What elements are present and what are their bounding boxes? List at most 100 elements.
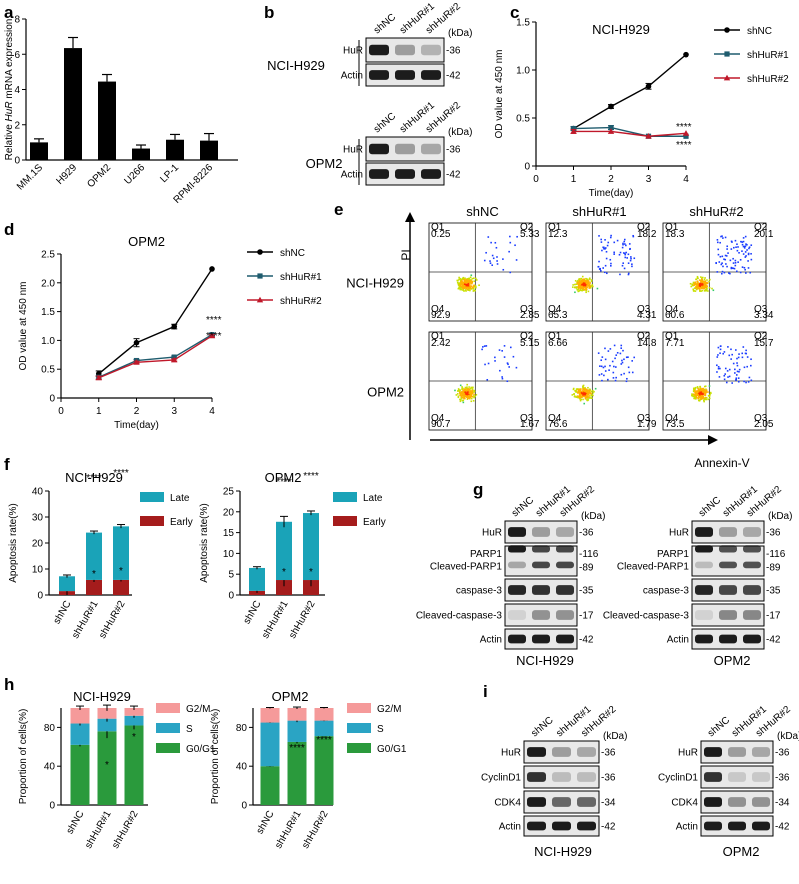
quadrant-tag: Q4 bbox=[665, 413, 679, 424]
event-dot bbox=[460, 396, 462, 398]
event-dot bbox=[574, 396, 577, 398]
protein-label: PARP1 bbox=[657, 549, 689, 560]
event-dot bbox=[461, 282, 463, 285]
event-dot bbox=[458, 278, 460, 281]
event-dot bbox=[729, 259, 732, 262]
event-dot bbox=[735, 377, 738, 380]
event-dot bbox=[589, 391, 591, 394]
bar bbox=[132, 148, 150, 160]
annexin-arrowhead bbox=[708, 435, 718, 445]
panel-label-d: d bbox=[4, 220, 14, 239]
event-dot bbox=[466, 278, 468, 280]
event-dot bbox=[457, 396, 460, 399]
event-dot bbox=[699, 290, 701, 292]
event-dot bbox=[747, 267, 750, 269]
lane-label: shNC bbox=[510, 495, 536, 520]
event-dot bbox=[470, 395, 473, 398]
event-dot bbox=[700, 395, 702, 397]
event-dot bbox=[599, 365, 601, 367]
series-line bbox=[98, 334, 213, 378]
event-dot bbox=[486, 378, 489, 381]
chart-title: OPM2 bbox=[265, 470, 302, 485]
lane-label: shNC bbox=[372, 12, 398, 37]
event-dot bbox=[695, 398, 697, 400]
blot-band bbox=[532, 545, 550, 553]
event-dot bbox=[585, 396, 588, 399]
y-tick-label: 5 bbox=[228, 570, 234, 581]
event-dot bbox=[468, 394, 470, 397]
event-dot bbox=[735, 374, 738, 376]
event-dot bbox=[699, 393, 701, 396]
blot-band bbox=[508, 527, 526, 537]
category-label: shNC bbox=[242, 599, 264, 626]
blot-band bbox=[752, 747, 770, 757]
event-dot bbox=[732, 257, 734, 260]
event-dot bbox=[466, 395, 469, 398]
legend-label: S bbox=[186, 724, 193, 735]
y-tick-label: 0.5 bbox=[516, 114, 530, 125]
event-dot bbox=[577, 288, 580, 290]
quadrant-tag: Q1 bbox=[548, 222, 562, 233]
event-dot bbox=[698, 395, 700, 397]
event-dot bbox=[693, 393, 695, 396]
quadrant-value: 2.05 bbox=[754, 419, 774, 430]
stacked-segment bbox=[59, 576, 75, 592]
event-dot bbox=[489, 262, 492, 264]
event-dot bbox=[700, 278, 703, 281]
blot-band bbox=[695, 545, 713, 553]
event-dot bbox=[627, 272, 630, 275]
event-dot bbox=[472, 286, 475, 288]
event-dot bbox=[471, 277, 474, 280]
event-dot bbox=[467, 289, 470, 291]
event-dot bbox=[612, 377, 615, 379]
event-dot bbox=[741, 243, 744, 246]
event-dot bbox=[581, 279, 584, 282]
event-dot bbox=[472, 386, 474, 389]
event-dot bbox=[702, 280, 704, 283]
lane-label: shNC bbox=[529, 715, 555, 740]
legend-label: shHuR#2 bbox=[747, 74, 789, 85]
event-dot bbox=[694, 283, 696, 286]
kda-marker: -34 bbox=[775, 798, 790, 809]
series-line bbox=[98, 335, 213, 379]
cell-line-label: NCI-H929 bbox=[534, 844, 592, 859]
legend-swatch bbox=[140, 516, 164, 526]
event-dot bbox=[588, 280, 590, 283]
significance-mark: * bbox=[132, 732, 136, 743]
event-dot bbox=[705, 286, 708, 289]
event-dot bbox=[721, 235, 723, 237]
quadrant-tag: Q4 bbox=[548, 304, 562, 315]
event-dot bbox=[467, 391, 469, 394]
blot-band bbox=[556, 610, 574, 620]
blot-strip bbox=[523, 765, 600, 789]
x-tick-label: 0 bbox=[58, 406, 64, 417]
y-axis-label: Proportion of cells(%) bbox=[210, 709, 221, 805]
event-dot bbox=[610, 265, 612, 267]
event-dot bbox=[703, 388, 706, 391]
event-dot bbox=[701, 289, 704, 292]
event-dot bbox=[693, 290, 695, 292]
event-dot bbox=[737, 261, 739, 263]
event-dot bbox=[601, 249, 603, 252]
event-dot bbox=[700, 391, 703, 393]
event-dot bbox=[608, 369, 610, 371]
event-dot bbox=[473, 286, 476, 288]
event-dot bbox=[600, 365, 603, 368]
event-dot bbox=[745, 349, 747, 352]
event-dot bbox=[475, 279, 478, 281]
protein-label: Cleaved-PARP1 bbox=[617, 561, 690, 572]
blot-band bbox=[395, 44, 415, 56]
blot-strip bbox=[700, 740, 774, 764]
event-dot bbox=[736, 370, 739, 373]
event-dot bbox=[707, 290, 709, 292]
event-dot bbox=[623, 240, 626, 243]
cell-line-label: NCI-H929 bbox=[516, 653, 574, 668]
event-dot bbox=[461, 279, 463, 282]
event-dot bbox=[496, 263, 499, 265]
stacked-segment bbox=[249, 590, 265, 595]
event-dot bbox=[610, 262, 612, 265]
event-dot bbox=[691, 394, 693, 397]
event-dot bbox=[716, 364, 718, 367]
blot-band bbox=[695, 585, 713, 595]
y-axis-label: Proportion of cells(%) bbox=[18, 709, 29, 805]
